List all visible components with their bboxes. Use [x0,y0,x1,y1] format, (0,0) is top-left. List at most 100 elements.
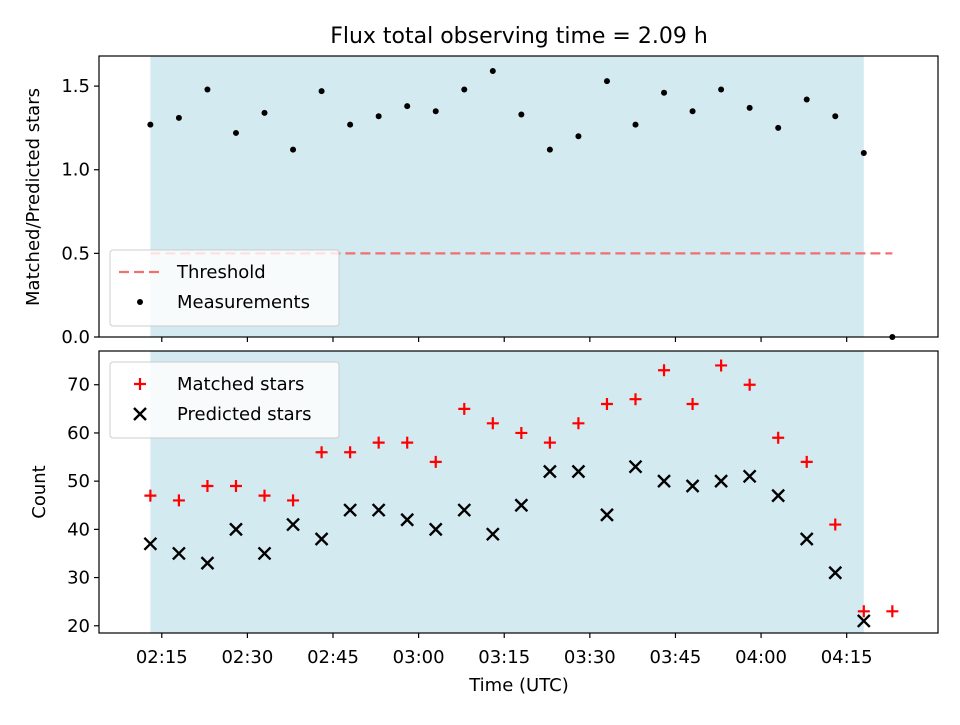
bottom-predicted-stars-point [742,469,757,484]
x-tick-label: 03:00 [393,647,445,668]
bottom-matched-stars-point [715,359,728,372]
bottom-matched-stars-point [658,364,671,377]
bottom-matched-stars-point [429,455,442,468]
bottom-matched-stars-point [172,494,185,507]
bottom-panel: 20 30 40 50 60 70 02:15 02:30 02:45 03:00 03:15 03:… [67,350,939,668]
bottom-legend-box [109,361,340,439]
bottom-matched-stars-point [686,398,699,411]
bottom-predicted-stars-point [628,459,643,474]
bottom-predicted-stars-point [771,488,786,503]
top-axes-frame [98,55,939,338]
bottom-predicted-stars-point [343,503,357,517]
top-measurements-point [432,108,439,115]
x-tick-label: 04:00 [735,647,787,668]
legend-label: Measurements [177,292,310,313]
bottom-legend: Matched stars Predicted stars [109,361,340,439]
bottom-predicted-stars-point [571,464,586,479]
bottom-predicted-stars-point [657,474,671,489]
top-y-tick-label: 0.5 [61,243,90,264]
bottom-matched-stars-point [829,518,842,531]
bottom-matched-stars-point [258,489,271,502]
legend-label: Matched stars [177,374,304,395]
top-y-tick-label: 1.5 [61,76,90,97]
bottom-predicted-stars-point [257,546,272,561]
top-measurements-point [489,68,496,75]
bottom-y-tick-label: 70 [67,375,90,396]
top-measurements-point [147,121,154,128]
bottom-matched-stars-point [515,426,528,439]
top-measurements-point [175,114,182,121]
bottom-matched-stars-point [486,417,499,430]
top-y-tick-label: 1.0 [61,160,90,181]
top-y-tick-label: 0.0 [61,327,90,348]
top-measurements-point [518,111,525,118]
bottom-predicted-stars-point [229,522,243,537]
top-measurements-point [404,103,411,110]
bottom-matched-stars-point [772,431,785,444]
bottom-matched-stars-point [543,436,556,449]
x-tick-label: 02:45 [307,647,359,668]
x-tick-label: 02:15 [136,647,188,668]
bottom-predicted-stars-point [314,532,329,546]
x-tick-label: 02:30 [221,647,273,668]
bottom-predicted-stars-point [200,556,215,570]
top-measurements-point [832,113,839,120]
top-measurements-point [375,113,382,120]
bottom-matched-stars-point [600,398,613,411]
bottom-predicted-stars-point [286,517,300,532]
bottom-matched-stars-point [743,378,756,391]
top-measurements-point [232,129,239,136]
legend-measurements-swatch [137,299,143,305]
top-measurements-point [461,86,468,93]
chart-title: Flux total observing time = 2.09 h [330,24,708,49]
top-measurements-point [661,89,668,96]
top-measurements-point [775,124,782,131]
x-axis-label: Time (UTC) [468,675,569,696]
bottom-matched-stars-point [144,489,157,502]
legend-label: Predicted stars [177,404,311,425]
top-measurements-point [632,121,639,128]
bottom-y-tick-label: 30 [67,568,90,589]
top-measurements-point [860,150,867,157]
bottom-matched-stars-point [372,436,385,449]
bottom-predicted-stars-point [428,522,443,537]
top-measurements-point [261,109,268,116]
top-measurements-point [689,108,696,115]
x-tick-label: 03:30 [564,647,616,668]
bottom-predicted-stars-point [371,503,386,517]
bottom-predicted-stars-point [685,479,700,493]
bottom-predicted-stars-point [143,536,158,551]
top-measurements-point [575,133,582,140]
bottom-matched-stars-point [287,494,300,507]
bottom-matched-stars-point [629,393,642,406]
bottom-matched-stars-point [344,446,357,459]
x-tick-label: 03:45 [650,647,702,668]
legend-predicted-swatch [133,407,147,421]
bottom-matched-stars-point [458,402,471,415]
bottom-predicted-stars-point [799,532,814,546]
top-measurements-point [803,96,810,103]
bottom-predicted-stars-point [828,565,843,580]
bottom-matched-stars-point [401,436,414,449]
bottom-predicted-stars-point [856,614,871,628]
bottom-predicted-stars-point [485,527,500,542]
top-legend: Threshold Measurements [109,249,340,327]
bottom-y-tick-label: 60 [67,423,90,444]
bottom-y-axis-label: Count [29,465,50,518]
bottom-axes-frame [98,350,939,634]
bottom-matched-stars-point [201,479,214,492]
top-measurements-point [718,86,725,93]
bottom-predicted-stars-point [714,474,728,489]
top-measurements-point [290,146,297,153]
bottom-predicted-stars-point [172,546,186,561]
top-legend-box [109,249,340,327]
top-measurements-point [347,121,354,128]
top-measurements-point [546,146,553,153]
top-measurements-point [318,88,325,95]
legend-matched-swatch [134,378,146,390]
bottom-y-tick-label: 20 [67,616,90,637]
bottom-predicted-stars-point [457,503,472,517]
top-panel: 0.0 0.5 1.0 1.5 Threshold Measurements [61,55,939,348]
bottom-matched-stars-point [857,605,870,618]
